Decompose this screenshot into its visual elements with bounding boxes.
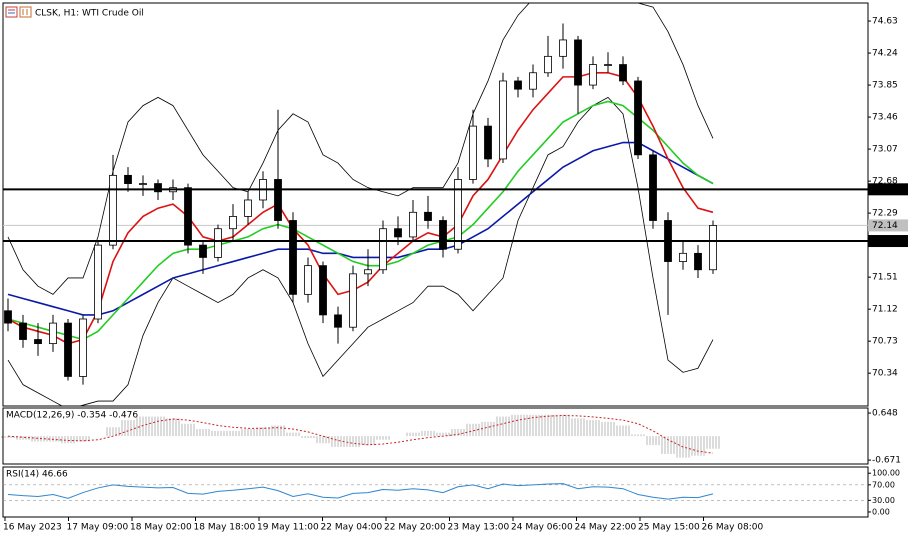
y-tick-label: 71.51 <box>872 273 898 283</box>
x-tick-label: 19 May 11:00 <box>257 523 319 533</box>
candle-body <box>604 64 612 66</box>
candle-body <box>49 322 57 345</box>
candle-body <box>319 265 327 316</box>
chart-title: CLSK, H1: WTI Crude Oil <box>35 9 144 19</box>
candle-body <box>199 244 207 258</box>
x-tick-label: 16 May 2023 <box>3 523 62 533</box>
y-tick-label: 74.24 <box>872 49 898 59</box>
candle-body <box>529 72 537 90</box>
candle-body <box>589 64 597 86</box>
y-tick-label: 73.46 <box>872 113 898 123</box>
level-label: 72.58 <box>872 185 898 195</box>
y-tick-label: -0.671 <box>872 456 901 466</box>
y-tick-label: 70.73 <box>872 337 898 347</box>
main-pane <box>2 2 869 407</box>
candle-body <box>514 80 522 90</box>
candle-body <box>34 339 42 345</box>
candle-body <box>559 39 567 57</box>
x-tick-label: 22 May 20:00 <box>384 523 446 533</box>
candle-body <box>394 228 402 238</box>
y-tick-label: 0.00 <box>872 507 890 516</box>
candle-body <box>139 183 147 185</box>
candle-body <box>544 55 552 74</box>
y-tick-label: 71.12 <box>872 305 898 315</box>
y-tick-label: 70.00 <box>872 480 895 489</box>
y-tick-label: 70.34 <box>872 369 898 379</box>
candle-body <box>19 322 27 340</box>
moving-average <box>7 141 714 316</box>
candle-body <box>289 220 297 295</box>
level-label-box <box>868 235 908 248</box>
candle-body <box>349 273 357 328</box>
macd-pane <box>2 407 869 465</box>
candle-body <box>679 252 687 262</box>
y-tick-label: 100.00 <box>872 469 900 478</box>
candle-body <box>469 125 477 180</box>
y-tick-label: 73.85 <box>872 81 898 91</box>
rsi-line <box>7 483 714 500</box>
candle-body <box>274 179 282 221</box>
candle-body <box>94 244 102 320</box>
candle-body <box>484 125 492 160</box>
candle-body <box>574 39 582 86</box>
candle-body <box>619 64 627 82</box>
y-tick-label: 74.63 <box>872 17 898 27</box>
candle-body <box>694 252 702 271</box>
x-tick-label: 18 May 18:00 <box>194 523 256 533</box>
y-tick-label: 72.29 <box>872 209 898 219</box>
level-label-box <box>868 183 908 196</box>
moving-average <box>7 100 714 341</box>
candle-body <box>649 154 657 221</box>
x-tick-label: 25 May 15:00 <box>638 523 700 533</box>
y-tick-label: 72.68 <box>872 177 898 187</box>
icon[interactable] <box>19 6 32 18</box>
rsi-pane <box>2 466 869 518</box>
candle-body <box>334 314 342 328</box>
candle-body <box>379 228 387 271</box>
candle-body <box>214 228 222 258</box>
candle-body <box>124 174 132 184</box>
candle-body <box>244 199 252 217</box>
icon[interactable] <box>5 6 18 18</box>
candle-body <box>154 183 162 193</box>
candle-body <box>454 179 462 250</box>
candle-body <box>79 318 87 377</box>
x-tick-label: 18 May 02:00 <box>130 523 192 533</box>
y-tick-label: 0.648 <box>872 409 898 419</box>
candle-body <box>184 187 192 246</box>
candle-body <box>109 174 117 246</box>
candle-body <box>439 220 447 250</box>
band-line <box>7 3 714 295</box>
candle-body <box>709 225 717 271</box>
candle-body <box>4 310 12 324</box>
x-tick-label: 26 May 08:00 <box>702 523 764 533</box>
toolbar-icons[interactable] <box>5 6 32 18</box>
candle-body <box>634 80 642 156</box>
macd-title: MACD(12,26,9) -0.354 -0.476 <box>6 411 138 421</box>
last-price-label: 72.14 <box>872 221 898 231</box>
rsi-title: RSI(14) 46.66 <box>6 470 68 480</box>
y-tick-label: 30.00 <box>872 496 895 505</box>
candle-body <box>499 80 507 160</box>
level-label: 71.95 <box>872 237 898 247</box>
candle-body <box>424 211 432 221</box>
x-tick-label: 17 May 09:00 <box>67 523 129 533</box>
candle-body <box>64 322 72 377</box>
last-price-box <box>868 219 908 232</box>
candle-body <box>409 211 417 238</box>
candle-body <box>304 265 312 295</box>
x-tick-label: 24 May 06:00 <box>511 523 573 533</box>
x-tick-label: 23 May 13:00 <box>448 523 510 533</box>
y-tick-label: 73.07 <box>872 145 898 155</box>
candle-body <box>229 216 237 230</box>
candle-body <box>364 269 372 275</box>
x-tick-label: 22 May 04:00 <box>321 523 383 533</box>
x-tick-label: 24 May 22:00 <box>575 523 637 533</box>
